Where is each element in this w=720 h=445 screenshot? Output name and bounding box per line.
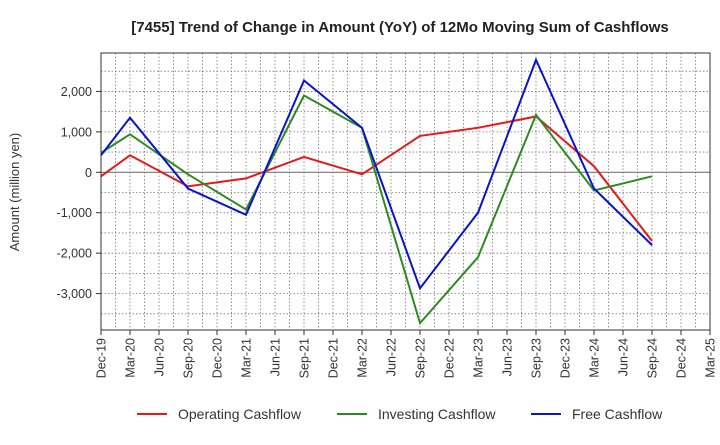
x-tick-label: Dec-19 <box>95 338 109 378</box>
series-line-free-cashflow <box>100 57 653 291</box>
x-tick-label: Dec-21 <box>327 338 341 378</box>
legend-label-investing-cashflow: Investing Cashflow <box>378 406 496 422</box>
x-tick-label: Mar-25 <box>704 338 718 378</box>
x-tick-label: Mar-23 <box>472 338 486 378</box>
x-tick-label: Dec-24 <box>675 338 689 378</box>
series-line-operating-cashflow <box>100 115 653 242</box>
x-tick-label: Jun-21 <box>269 338 283 376</box>
y-tick-label: -2,000 <box>57 247 92 261</box>
x-tick-label: Mar-21 <box>240 338 254 378</box>
x-tick-label: Sep-20 <box>182 338 196 378</box>
y-tick-label: 1,000 <box>61 125 92 139</box>
y-tick-label: 0 <box>85 166 92 180</box>
x-tick-label: Sep-22 <box>414 338 428 378</box>
x-tick-label: Dec-22 <box>443 338 457 378</box>
chart-title: [7455] Trend of Change in Amount (YoY) o… <box>131 19 669 36</box>
y-tick-label: -1,000 <box>57 206 92 220</box>
y-axis-ticks: 2,000 1,000 0 -1,000 -2,000 -3,000 <box>57 85 101 301</box>
x-tick-label: Jun-23 <box>501 338 515 376</box>
x-tick-label: Dec-23 <box>559 338 573 378</box>
x-tick-label: Mar-22 <box>356 338 370 378</box>
x-tick-label: Jun-22 <box>385 338 399 376</box>
x-tick-label: Dec-20 <box>211 338 225 378</box>
x-tick-label: Sep-24 <box>646 338 660 378</box>
x-tick-label: Sep-21 <box>298 338 312 378</box>
y-tick-label: 2,000 <box>61 85 92 99</box>
x-tick-label: Mar-20 <box>124 338 138 378</box>
y-axis-label: Amount (million yen) <box>7 133 22 252</box>
plot-border <box>100 52 711 331</box>
x-tick-label: Jun-20 <box>153 338 167 376</box>
x-axis-ticks: Dec-19 Mar-20 Jun-20 Sep-20 Dec-20 Mar-21 Jun-… <box>95 330 718 378</box>
x-tick-label: Sep-23 <box>530 338 544 378</box>
series-lines <box>100 57 653 326</box>
x-tick-label: Jun-24 <box>617 338 631 376</box>
legend-label-free-cashflow: Free Cashflow <box>572 406 663 422</box>
legend-label-operating-cashflow: Operating Cashflow <box>178 406 302 422</box>
y-tick-label: -3,000 <box>57 287 92 301</box>
legend: Operating Cashflow Investing Cashflow Free… <box>137 406 663 422</box>
x-tick-label: Mar-24 <box>588 338 602 378</box>
